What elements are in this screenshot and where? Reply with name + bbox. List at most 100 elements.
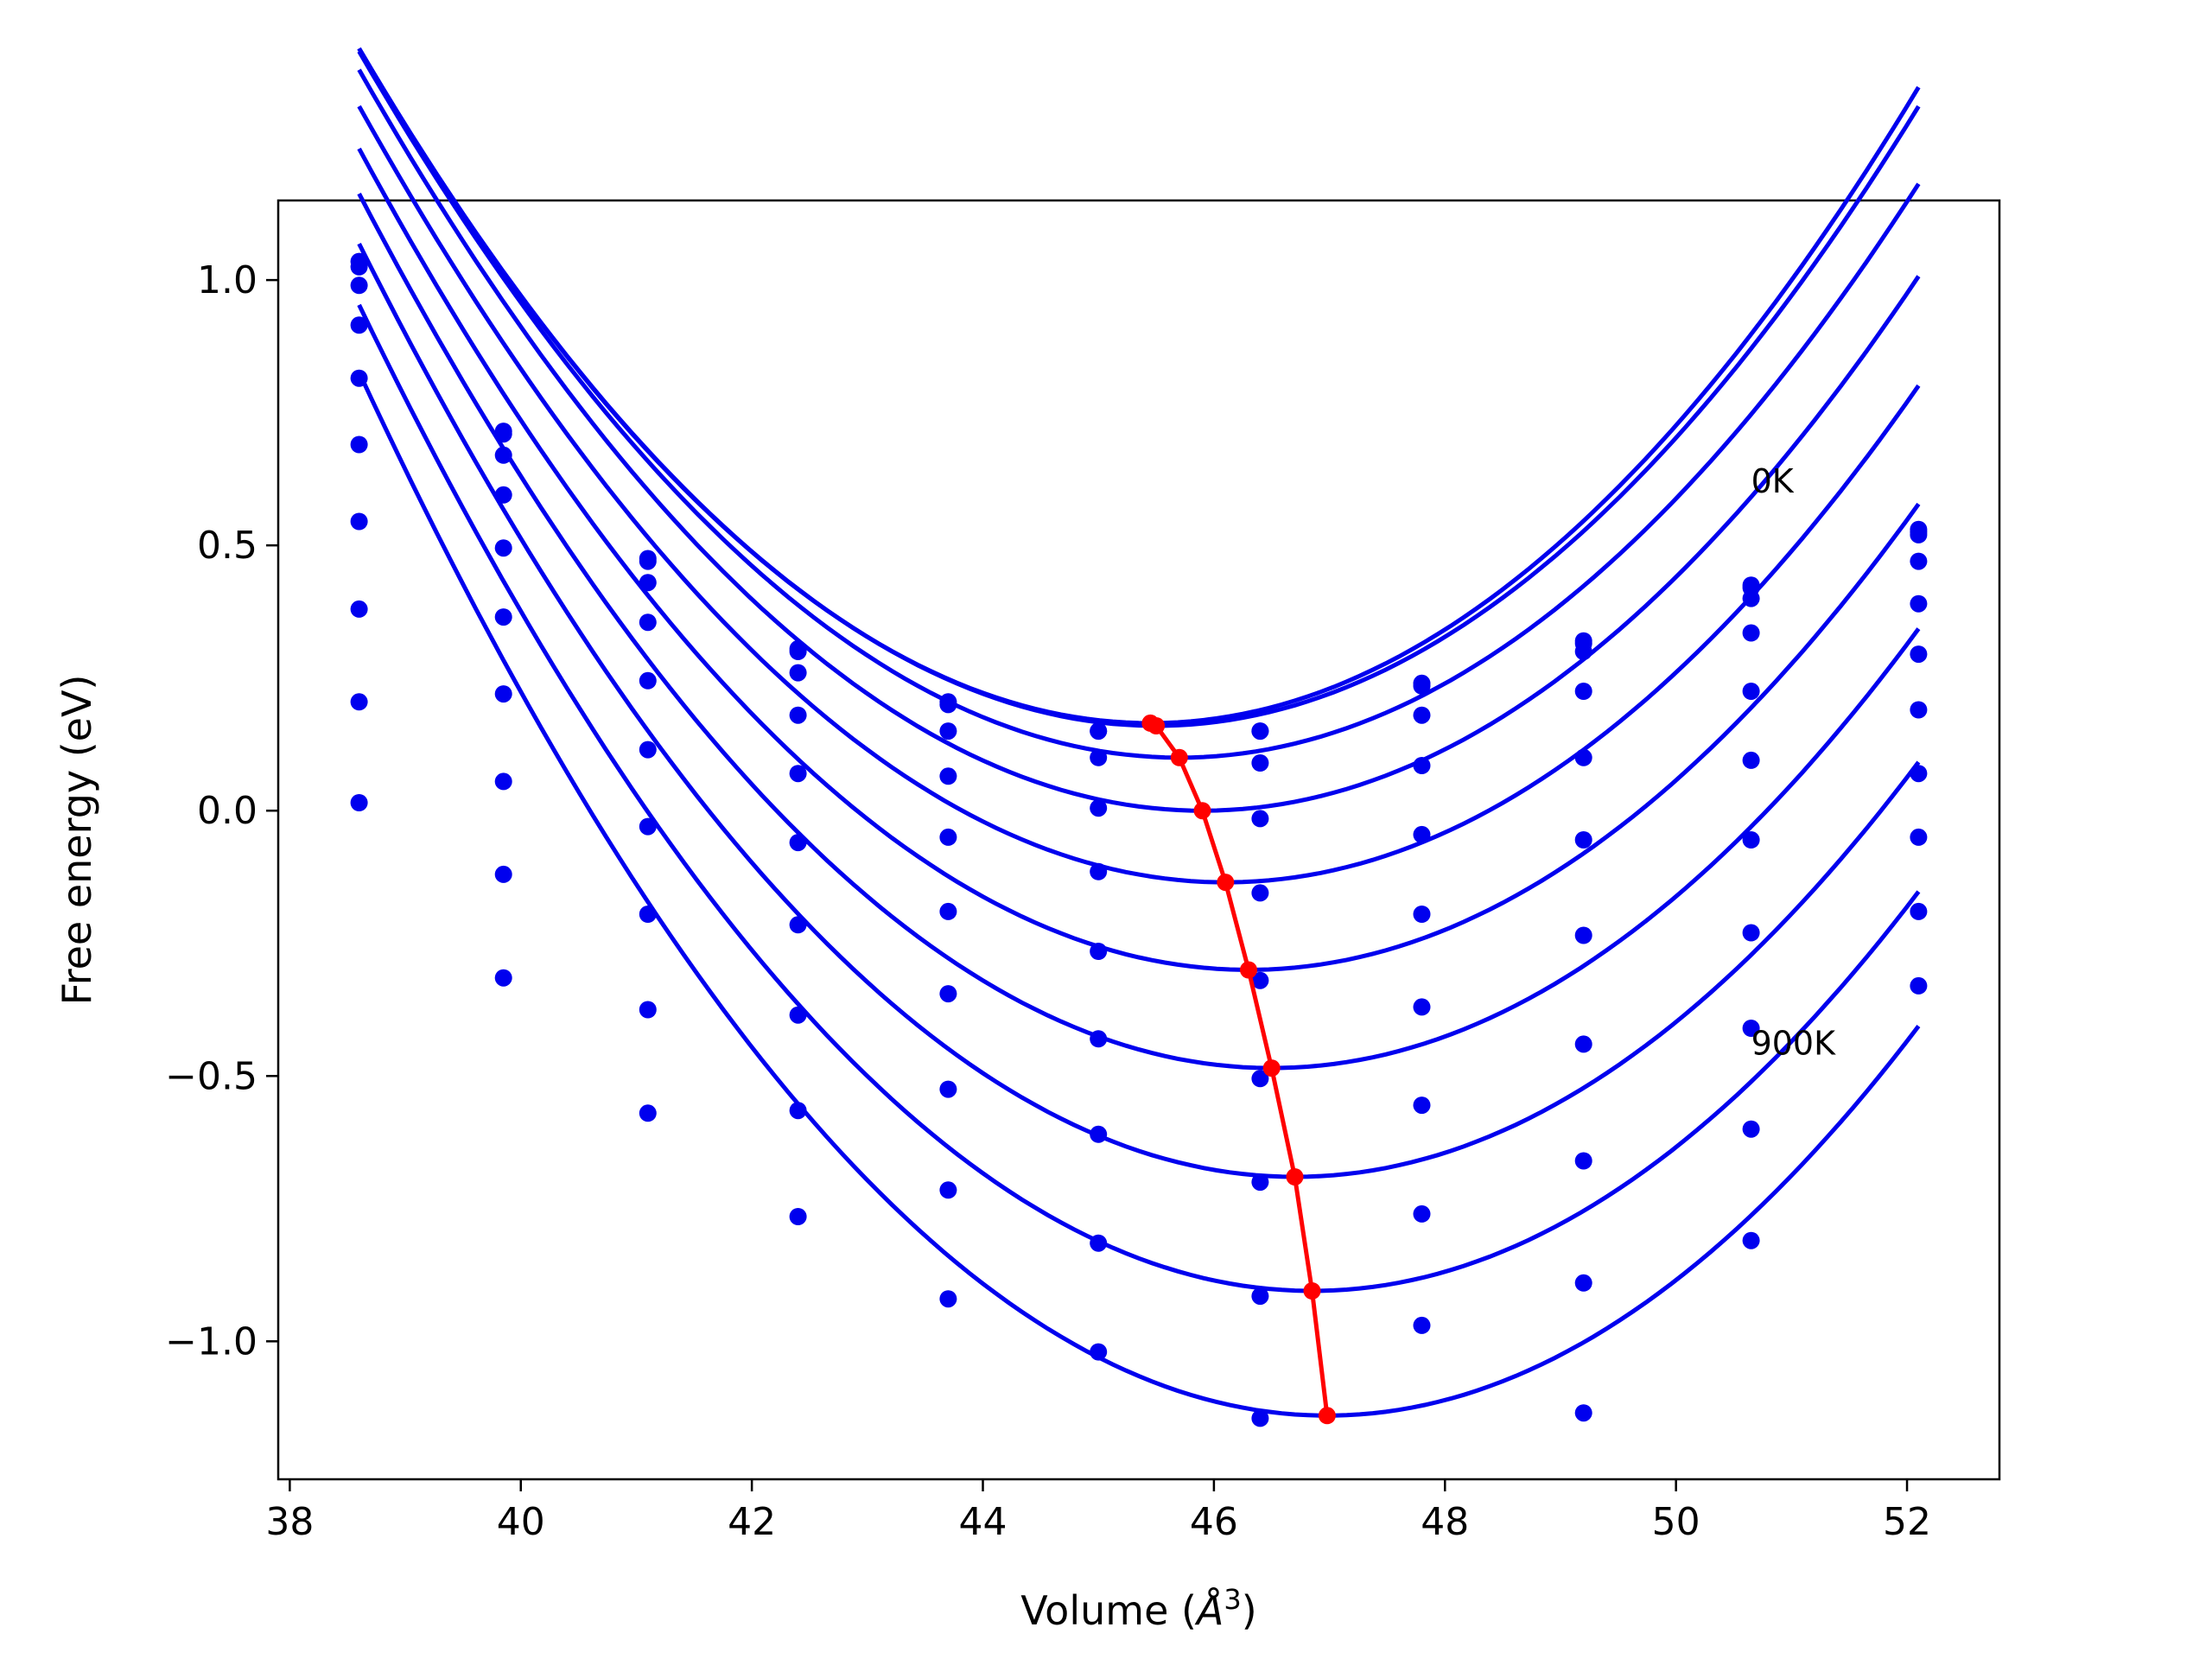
data-point (1413, 825, 1431, 843)
data-point (350, 600, 368, 618)
fit-curve-4 (357, 68, 1921, 813)
x-axis-label-exp: 3 (1224, 1583, 1241, 1616)
data-point (1090, 1234, 1108, 1252)
data-point (1413, 1096, 1431, 1115)
data-point (1413, 906, 1431, 923)
y-axis-label: Free energy (eV) (54, 675, 100, 1006)
minima-point (1318, 1407, 1336, 1425)
data-point (1574, 1152, 1592, 1170)
data-point (789, 643, 807, 660)
data-point (1742, 1231, 1760, 1249)
data-point (789, 1208, 807, 1225)
data-point (639, 613, 657, 632)
data-point (1251, 971, 1269, 989)
fit-curve-3 (357, 50, 1921, 760)
data-point (1251, 1070, 1269, 1088)
data-point (1251, 722, 1269, 741)
data-point (1090, 862, 1108, 880)
data-point (1910, 594, 1928, 613)
data-point (1090, 1030, 1108, 1048)
data-point (494, 969, 512, 987)
data-point (1742, 751, 1760, 769)
data-point (350, 316, 368, 334)
data-point (939, 985, 957, 1003)
minima-point (1303, 1282, 1321, 1300)
y-tick-label: −0.5 (165, 1054, 257, 1098)
x-axis-label-main: Volume ( (1020, 1587, 1197, 1634)
data-point (494, 425, 512, 443)
data-point (639, 817, 657, 836)
y-tick-label: 0.0 (197, 789, 257, 833)
data-point (939, 1181, 957, 1199)
x-axis-ticks: 38 40 42 44 46 48 50 52 (265, 1479, 1931, 1544)
data-point (1574, 683, 1592, 700)
data-point (1574, 1274, 1592, 1292)
data-point (639, 741, 657, 759)
data-point (1090, 1125, 1108, 1143)
data-point (494, 772, 512, 791)
data-point (1910, 828, 1928, 846)
data-point (1742, 924, 1760, 942)
data-point (350, 512, 368, 531)
x-tick-label: 50 (1652, 1500, 1700, 1544)
minima-point (1262, 1059, 1281, 1077)
data-point (789, 706, 807, 724)
data-point (1251, 1287, 1269, 1306)
curve-annotation: 0K (1751, 462, 1795, 500)
data-point (1742, 1020, 1760, 1037)
data-point (1413, 706, 1431, 724)
data-point (1910, 645, 1928, 664)
data-point (1742, 683, 1760, 700)
data-point (494, 865, 512, 883)
data-point (639, 906, 657, 923)
plot-frame (276, 199, 2001, 1481)
data-point (494, 608, 512, 626)
data-point (1413, 1205, 1431, 1223)
data-point (1910, 525, 1928, 543)
minima-point (1286, 1168, 1304, 1185)
x-axis-label: Volume (Å3) (1020, 1583, 1256, 1634)
data-point (1090, 748, 1108, 766)
data-point (350, 257, 368, 276)
data-point (1910, 976, 1928, 995)
data-point (1574, 926, 1592, 944)
data-point (1574, 1404, 1592, 1422)
data-point (350, 794, 368, 811)
data-point (1090, 1343, 1108, 1361)
data-point (939, 828, 957, 846)
fit-curve-5 (357, 105, 1921, 885)
data-point (789, 664, 807, 682)
minima-line (1149, 721, 1330, 1416)
x-tick-label: 38 (265, 1500, 314, 1544)
data-point (1742, 589, 1760, 607)
x-tick-label: 44 (959, 1500, 1007, 1544)
data-point (494, 446, 512, 464)
x-tick-label: 52 (1883, 1500, 1931, 1544)
x-axis-label-unit: Å (1194, 1587, 1224, 1634)
data-point (1574, 748, 1592, 766)
data-point (1910, 552, 1928, 570)
y-tick-label: 1.0 (197, 258, 257, 302)
x-tick-label: 40 (497, 1500, 545, 1544)
data-point (1251, 754, 1269, 772)
data-point (639, 671, 657, 690)
data-point (1742, 831, 1760, 849)
annotations: 0K 900K (1751, 462, 1837, 1063)
fit-curve-10 (357, 371, 1921, 1418)
data-point (1742, 1120, 1760, 1138)
data-point (639, 552, 657, 570)
data-point (789, 834, 807, 852)
data-point (939, 767, 957, 785)
minima-point (1170, 748, 1188, 766)
x-tick-label: 48 (1421, 1500, 1469, 1544)
data-point (494, 486, 512, 504)
minima-point (1147, 717, 1166, 734)
data-point (1574, 1035, 1592, 1053)
data-points (350, 252, 1928, 1427)
data-point (789, 765, 807, 783)
data-point (1742, 624, 1760, 642)
data-point (639, 1104, 657, 1122)
minima-point (1193, 802, 1211, 820)
y-tick-label: −1.0 (165, 1319, 257, 1363)
